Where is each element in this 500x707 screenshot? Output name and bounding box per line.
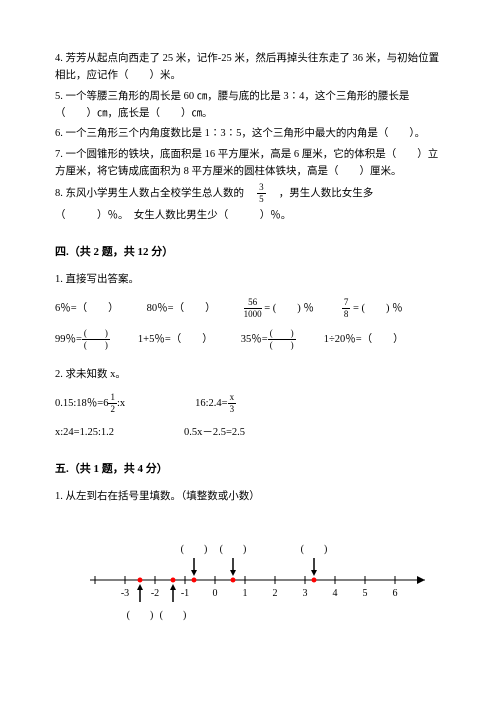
frac-num: ( ) — [82, 329, 110, 340]
r2-c-frac: ( ) ( ) — [268, 329, 296, 350]
question-8-line2: （ ）％。 女生人数比男生少（ ）％。 — [55, 207, 445, 224]
r3-a-frac: 1 2 — [108, 393, 117, 414]
frac-den: ( ) — [82, 340, 110, 350]
frac-num: 56 — [244, 298, 262, 309]
r3-b-before: 16:2.4= — [195, 398, 227, 409]
question-4: 4. 芳芳从起点向西走了 25 米，记作-25 米，然后再掉头往东走了 36 米… — [55, 50, 445, 85]
sec4-row3: 0.15:18％=6 1 2 :x 16:2.4= x 3 — [55, 393, 445, 414]
r1-d: 7 8 = ( ) ％ — [342, 298, 403, 319]
frac-num: x — [228, 393, 237, 404]
svg-text:0: 0 — [213, 588, 218, 599]
r3-a: 0.15:18％=6 1 2 :x — [55, 393, 125, 414]
sec5-sub1: 1. 从左到右在括号里填数。（填整数或小数） — [55, 488, 445, 505]
svg-text:5: 5 — [363, 588, 368, 599]
r2-a-before: 99％= — [55, 334, 82, 345]
number-line-svg: -3 -2 -1 0 1 2 3 4 5 6 ( ) ( ) ( ) ( ) ( ) — [55, 525, 445, 635]
frac-den: 3 — [228, 404, 237, 414]
svg-text:2: 2 — [273, 588, 278, 599]
section-5-title: 五.（共 1 题，共 4 分） — [55, 460, 445, 478]
r3-a-before: 0.15:18％=6 — [55, 398, 108, 409]
svg-text:( ): ( ) — [301, 544, 328, 555]
question-7: 7. 一个圆锥形的铁块，底面积是 16 平方厘米，高是 6 厘米，它的体积是（ … — [55, 146, 445, 181]
svg-text:( ): ( ) — [160, 610, 187, 621]
frac-den: 1000 — [244, 309, 262, 319]
frac-den: ( ) — [268, 340, 296, 350]
q8-part-b: ，男生人数比女生多 — [279, 188, 374, 199]
question-6: 6. 一个三角形三个内角度数比是 1∶3∶5，这个三角形中最大的内角是（ ）。 — [55, 125, 445, 142]
r2-c: 35％= ( ) ( ) — [241, 329, 296, 350]
q8-part-a: 8. 东风小学男生人数占全校学生总人数的 — [55, 188, 244, 199]
r2-c-before: 35％= — [241, 334, 268, 345]
svg-text:( ): ( ) — [181, 544, 208, 555]
sec4-sub1: 1. 直接写出答案。 — [55, 271, 445, 288]
r1-a: 6％=（ ） — [55, 300, 119, 317]
r2-a-frac: ( ) ( ) — [82, 329, 110, 350]
svg-text:-2: -2 — [151, 588, 159, 599]
r2-a: 99％= ( ) ( ) — [55, 329, 110, 350]
q8-fraction: 3 5 — [257, 183, 266, 204]
svg-text:( ): ( ) — [220, 544, 247, 555]
svg-text:4: 4 — [333, 588, 338, 599]
r3-b-frac: x 3 — [228, 393, 237, 414]
sec4-row1: 6％=（ ） 80％=（ ） 56 1000 = ( ) ％ 7 8 = ( )… — [55, 298, 445, 319]
svg-text:-3: -3 — [121, 588, 129, 599]
r1-c: 56 1000 = ( ) ％ — [244, 298, 314, 319]
r3-a-after: :x — [117, 398, 125, 409]
sec4-sub2: 2. 求未知数 x。 — [55, 366, 445, 383]
r4-b: 0.5x－2.5=2.5 — [184, 424, 245, 441]
r4-a: x:24=1.25:1.2 — [55, 424, 114, 441]
frac-den: 5 — [257, 194, 266, 204]
r2-b: 1+5％=（ ） — [138, 331, 213, 348]
r1-b: 80％=（ ） — [147, 300, 216, 317]
sec4-row4: x:24=1.25:1.2 0.5x－2.5=2.5 — [55, 424, 445, 441]
frac-den: 2 — [108, 404, 117, 414]
sec4-row2: 99％= ( ) ( ) 1+5％=（ ） 35％= ( ) ( ) 1÷20％… — [55, 329, 445, 350]
svg-text:3: 3 — [303, 588, 308, 599]
svg-text:6: 6 — [393, 588, 398, 599]
question-5: 5. 一个等腰三角形的周长是 60 ㎝，腰与底的比是 3∶4，这个三角形的腰长是… — [55, 88, 445, 123]
r1-c-frac: 56 1000 — [244, 298, 262, 319]
question-8: 8. 东风小学男生人数占全校学生总人数的 3 5 ，男生人数比女生多 — [55, 183, 445, 204]
r3-b: 16:2.4= x 3 — [195, 393, 236, 414]
svg-text:-1: -1 — [181, 588, 189, 599]
section-4-title: 四.（共 2 题，共 12 分） — [55, 243, 445, 261]
svg-text:( ): ( ) — [127, 610, 154, 621]
r2-d: 1÷20％=（ ） — [324, 331, 404, 348]
svg-text:1: 1 — [243, 588, 248, 599]
number-line: -3 -2 -1 0 1 2 3 4 5 6 ( ) ( ) ( ) ( ) ( ) — [55, 525, 445, 641]
frac-num: 3 — [257, 183, 266, 194]
frac-num: ( ) — [268, 329, 296, 340]
r1-d-after: = ( ) ％ — [350, 303, 402, 314]
frac-num: 1 — [108, 393, 117, 404]
r1-c-after: = ( ) ％ — [262, 303, 314, 314]
